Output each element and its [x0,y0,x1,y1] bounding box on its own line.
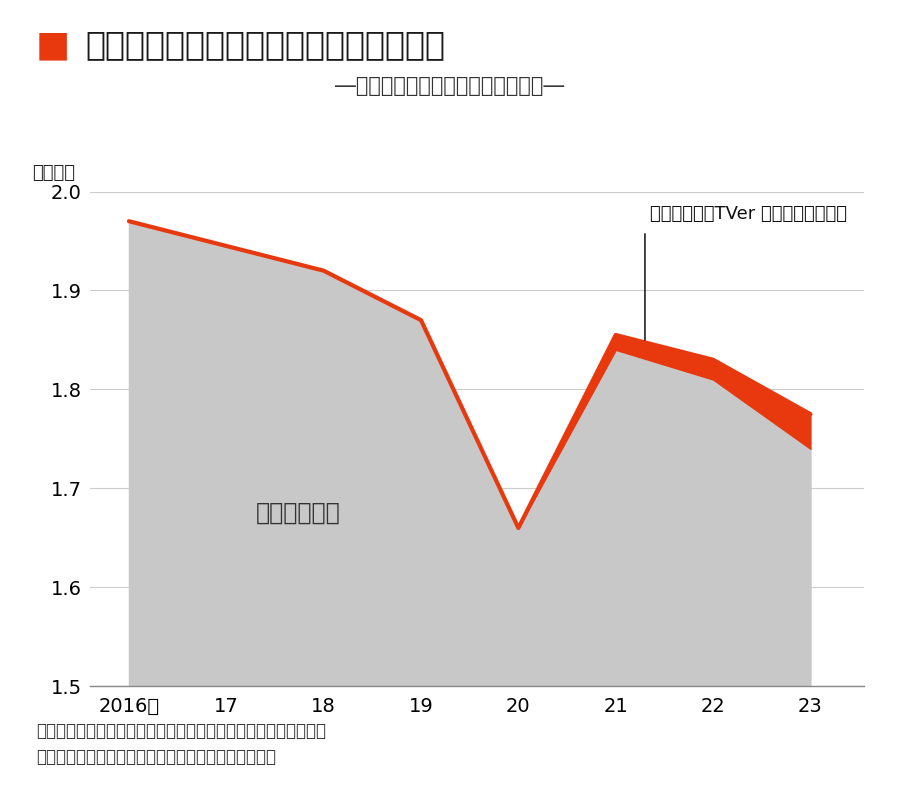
Text: （兆円）: （兆円） [32,164,75,182]
Text: （注）テレビ広告費は地上波テレビと衛星メディア関連の合算額: （注）テレビ広告費は地上波テレビと衛星メディア関連の合算額 [36,722,326,741]
Text: （出所）電通の「日本の広告費」を基に東洋経済作成: （出所）電通の「日本の広告費」を基に東洋経済作成 [36,748,276,766]
Text: ■: ■ [36,28,70,62]
Text: テレビ広告の縮小を配信でカバーできず: テレビ広告の縮小を配信でカバーできず [86,28,446,61]
Text: 配信広告費（TVer とアベマが中心）: 配信広告費（TVer とアベマが中心） [650,205,847,223]
Text: テレビ広告費: テレビ広告費 [256,501,340,525]
Text: ―テレビ広告費と配信広告費の推移―: ―テレビ広告費と配信広告費の推移― [336,76,564,96]
